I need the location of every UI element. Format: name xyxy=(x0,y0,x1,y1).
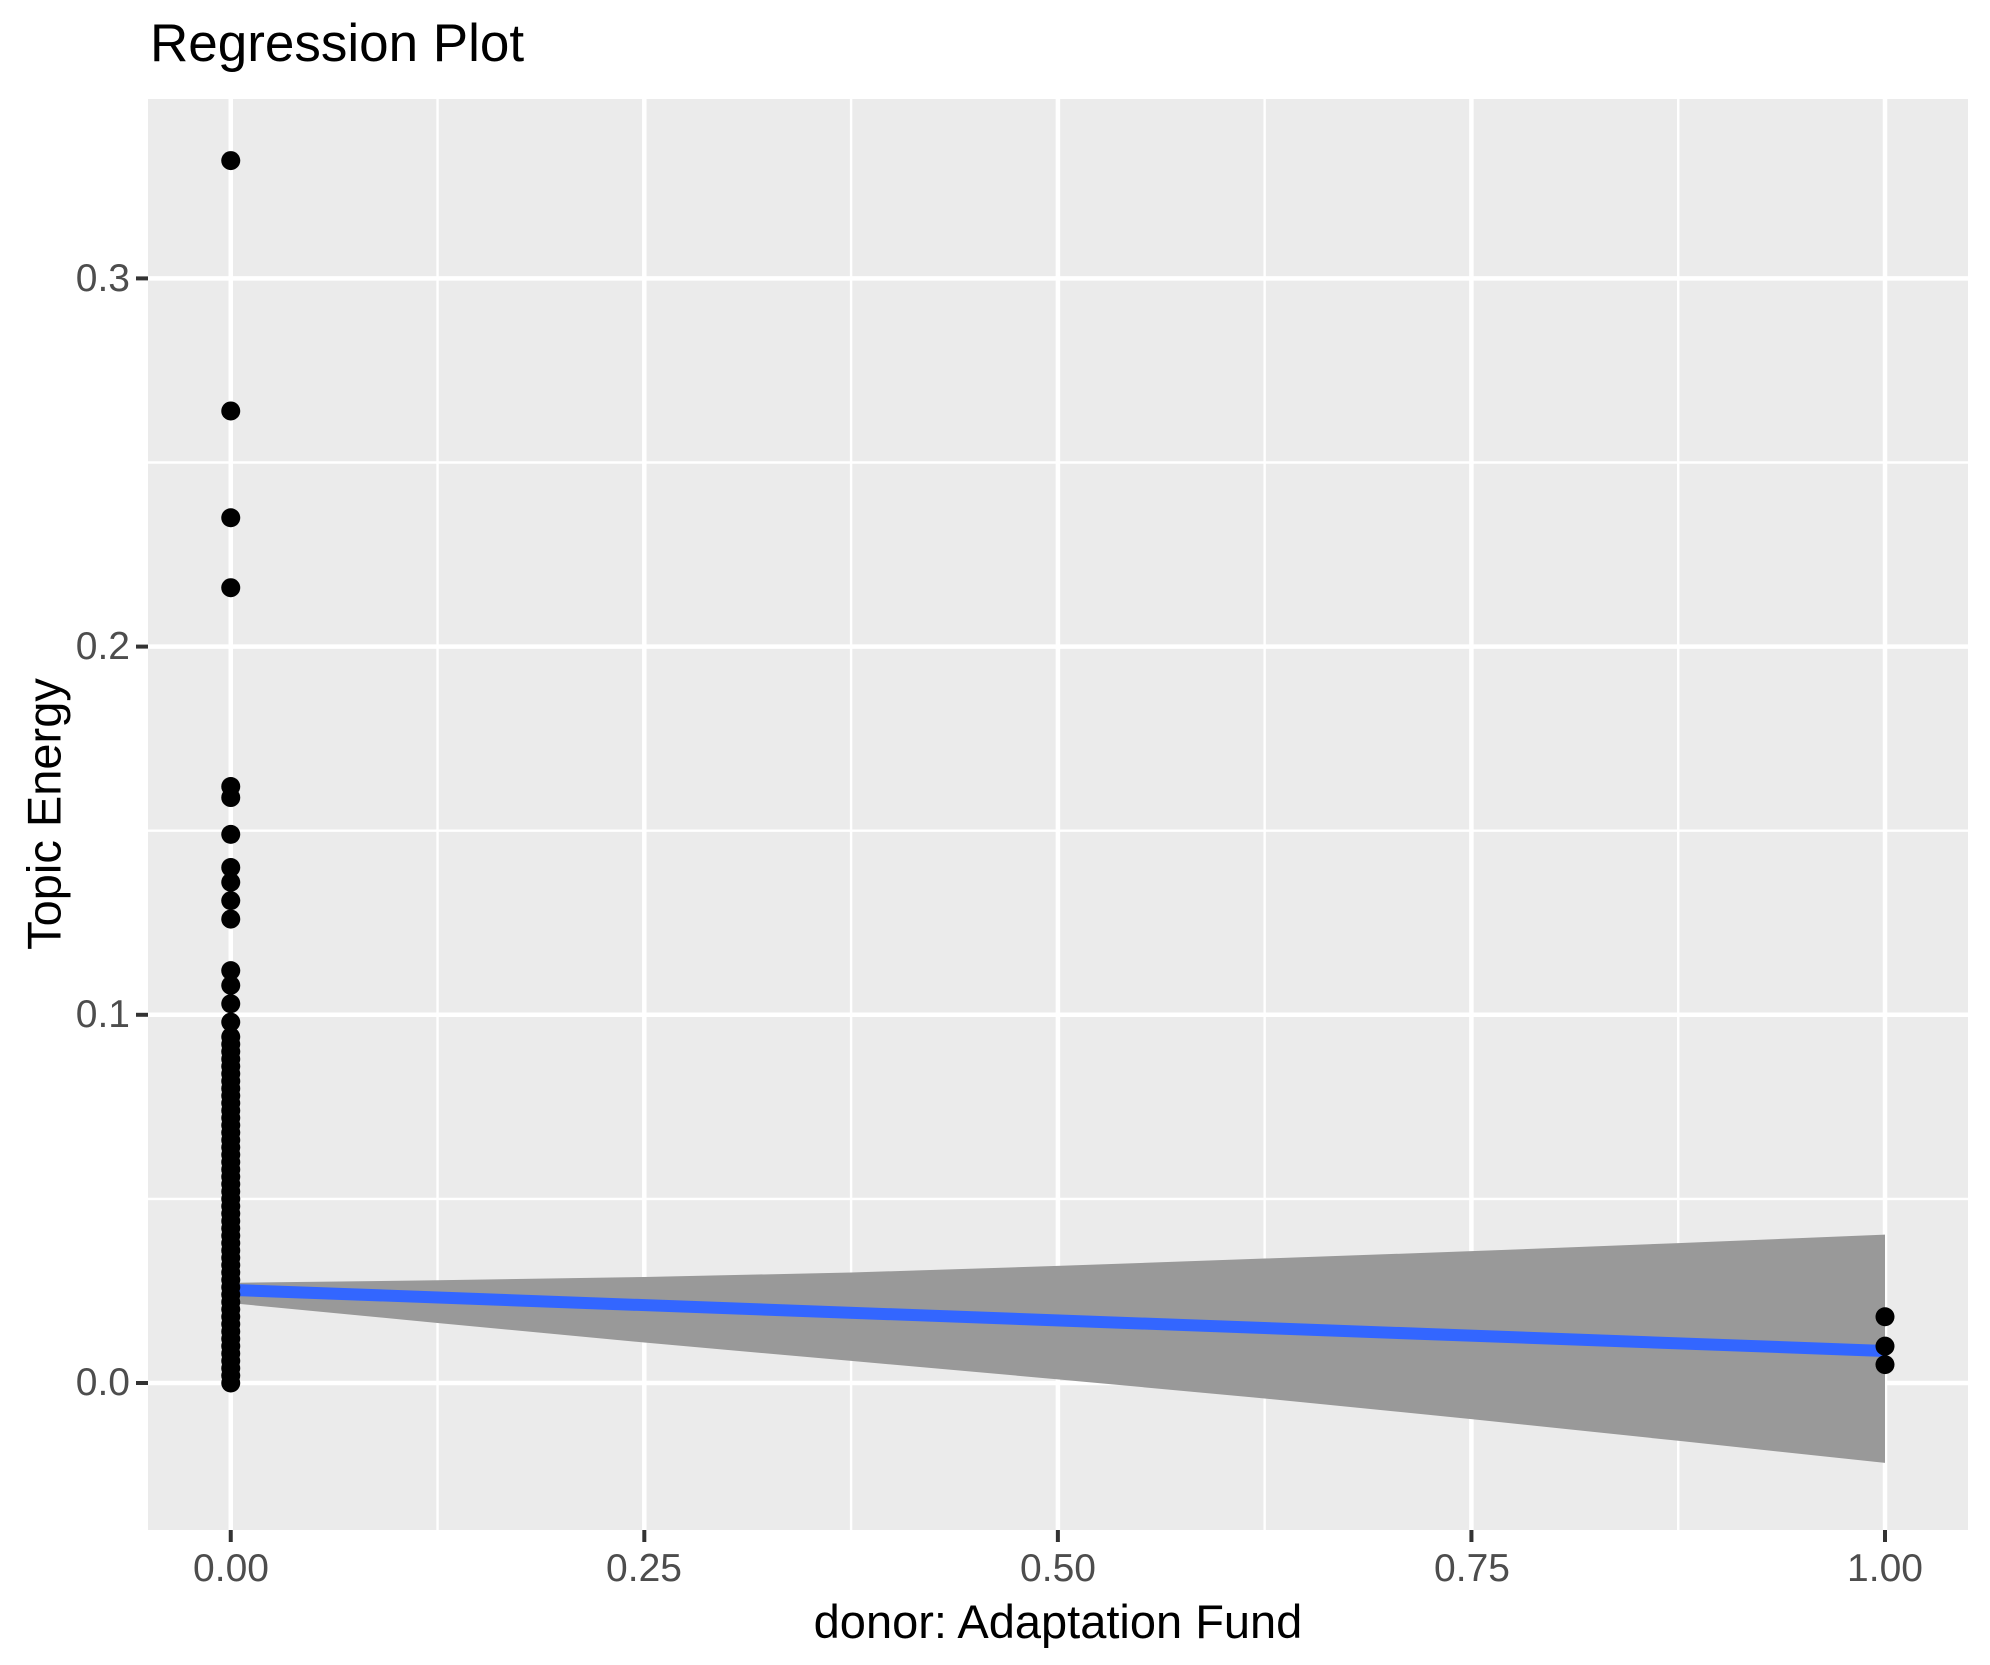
data-point xyxy=(221,824,241,844)
y-tick-label-1: 0.1 xyxy=(75,993,130,1036)
x-tick-label-1: 0.25 xyxy=(606,1547,682,1590)
axis-ticks-layer xyxy=(136,276,1887,1542)
data-point xyxy=(1875,1307,1895,1327)
x-tick-label-4: 1.00 xyxy=(1847,1547,1923,1590)
data-point xyxy=(221,1373,241,1393)
data-point xyxy=(221,891,241,911)
data-point xyxy=(221,858,241,878)
y-tick-label-3: 0.3 xyxy=(75,257,130,300)
data-point xyxy=(221,994,241,1014)
data-point xyxy=(221,909,241,929)
data-point xyxy=(221,788,241,808)
regression-line-layer xyxy=(230,1283,1886,1357)
confidence-band-layer xyxy=(230,1234,1885,1463)
x-tick-label-0: 0.00 xyxy=(193,1547,269,1590)
y-tick-label-2: 0.2 xyxy=(75,625,130,668)
y-tick-label-0: 0.0 xyxy=(75,1361,130,1404)
plot-title: Regression Plot xyxy=(150,14,525,73)
data-point xyxy=(221,401,241,421)
data-points-layer xyxy=(221,151,1895,1393)
x-tick-label-3: 0.75 xyxy=(1434,1547,1510,1590)
data-point xyxy=(221,975,241,995)
x-tick-label-2: 0.50 xyxy=(1020,1547,1096,1590)
data-point xyxy=(221,151,241,171)
regression-line xyxy=(230,1283,1886,1357)
data-point xyxy=(221,1012,241,1032)
data-point xyxy=(221,872,241,892)
data-point xyxy=(221,508,241,528)
data-point xyxy=(221,578,241,598)
data-point xyxy=(1875,1355,1895,1375)
data-point xyxy=(221,961,241,981)
x-axis-title: donor: Adaptation Fund xyxy=(813,1595,1303,1648)
confidence-band xyxy=(230,1234,1885,1463)
data-point xyxy=(1875,1336,1895,1356)
y-axis-title: Topic Energy xyxy=(17,678,71,950)
